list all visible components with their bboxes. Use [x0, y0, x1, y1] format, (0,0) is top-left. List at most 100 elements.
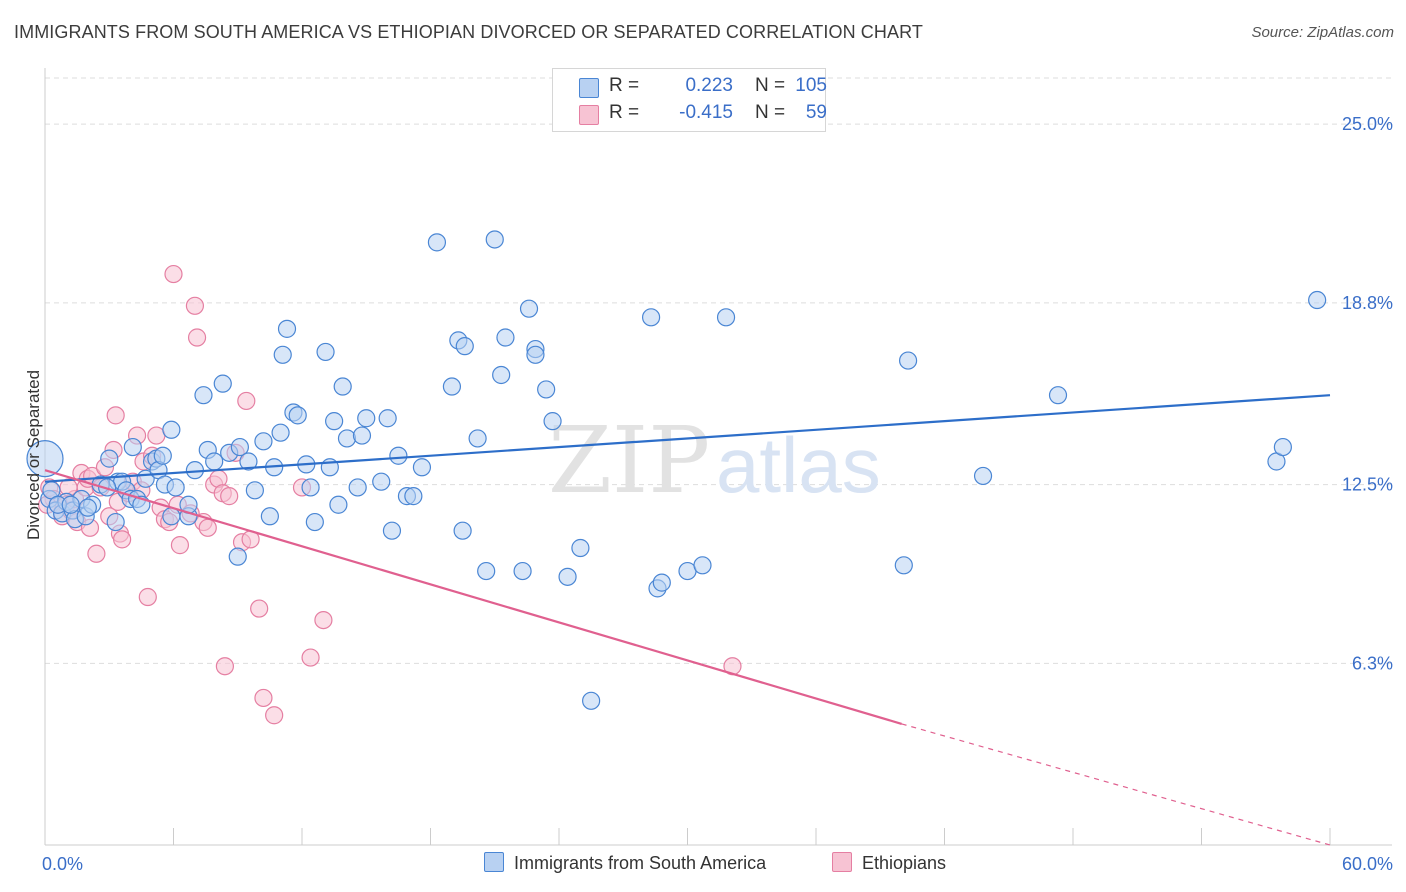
south-america-point: [271, 423, 290, 442]
south-america-point: [316, 342, 335, 362]
south-america-point: [537, 380, 556, 399]
ethiopians-point: [220, 487, 239, 506]
south-america-points: [26, 230, 1327, 710]
bottom-legend-swatch-pink: [832, 852, 852, 872]
south-america-point: [894, 556, 913, 575]
south-america-point: [254, 432, 273, 451]
ethiopians-point: [198, 518, 217, 537]
south-america-point: [352, 426, 372, 445]
south-america-point: [455, 337, 474, 356]
chart-title: IMMIGRANTS FROM SOUTH AMERICA VS ETHIOPI…: [14, 22, 923, 42]
south-america-point: [100, 449, 119, 468]
ethiopians-point: [170, 536, 190, 555]
ethiopians-point: [314, 610, 333, 630]
south-america-point: [973, 466, 993, 486]
south-america-point: [453, 521, 472, 540]
ethiopians-point: [112, 530, 132, 549]
south-america-point: [404, 487, 423, 506]
x-tick-label: 0.0%: [42, 854, 83, 874]
south-america-point: [273, 345, 292, 364]
south-america-point: [427, 233, 447, 252]
x-tick-label: 60.0%: [1342, 854, 1393, 874]
south-america-point: [213, 374, 232, 393]
south-america-point: [519, 299, 539, 318]
south-america-point: [123, 437, 142, 457]
ethiopians-point: [138, 587, 157, 607]
bottom-legend-label: Ethiopians: [862, 853, 947, 873]
ethiopians-point: [301, 648, 320, 667]
south-america-point: [162, 420, 181, 439]
south-america-point: [412, 458, 432, 477]
south-america-point: [61, 495, 80, 514]
legend-r-value: -0.415: [679, 102, 733, 123]
south-america-point: [260, 507, 279, 526]
watermark: ZIP atlas: [548, 407, 881, 514]
y-axis-label: Divorced or Separated: [24, 369, 43, 541]
south-america-point: [288, 406, 307, 425]
south-america-point: [305, 512, 324, 532]
south-america-point: [485, 230, 504, 249]
south-america-point: [372, 472, 391, 491]
south-america-point: [301, 478, 320, 497]
south-america-point: [558, 567, 577, 586]
correlation-legend: R = 0.223 N = 105 R = -0.415 N = 59: [552, 68, 827, 132]
south-america-point: [325, 412, 344, 431]
bottom-legend-south-america: Immigrants from South America: [484, 852, 766, 876]
south-america-point: [389, 446, 408, 465]
south-america-point: [378, 409, 397, 428]
grid-lines: [45, 77, 1392, 664]
south-america-point: [26, 440, 64, 478]
south-america-point: [477, 561, 496, 581]
legend-n-value: 105: [795, 75, 827, 96]
south-america-point: [230, 437, 249, 457]
south-america-point: [1048, 386, 1068, 405]
bottom-legend-ethiopians: Ethiopians: [832, 852, 946, 876]
ethiopians-trend-line: [44, 469, 902, 725]
ethiopians-point: [187, 328, 207, 347]
source-label: Source: ZipAtlas.com: [1251, 24, 1394, 41]
south-america-point: [526, 345, 545, 364]
south-america-point: [543, 412, 562, 431]
south-america-point: [337, 429, 357, 448]
bottom-legend-label: Immigrants from South America: [514, 853, 767, 873]
ethiopians-point: [87, 544, 106, 563]
ethiopians-point: [250, 599, 269, 618]
legend-n-value: 59: [805, 102, 827, 123]
south-america-point: [1273, 437, 1292, 457]
south-america-point: [513, 561, 532, 581]
legend-n-label: N =: [755, 102, 786, 123]
south-america-point: [496, 328, 515, 347]
ethiopians-point: [185, 296, 205, 315]
watermark-zip: ZIP: [548, 407, 710, 514]
ethiopians-point: [254, 688, 273, 708]
south-america-point: [106, 512, 125, 532]
south-america-point: [329, 495, 348, 514]
south-america-point: [333, 377, 352, 396]
south-america-point: [693, 556, 712, 575]
ethiopians-point: [215, 657, 234, 676]
south-america-point: [205, 452, 224, 471]
south-america-point: [239, 452, 258, 471]
trend-lines: [44, 394, 1331, 846]
legend-r-label: R =: [609, 102, 640, 123]
south-america-point: [716, 308, 736, 327]
south-america-point: [78, 498, 97, 517]
south-america-point: [468, 429, 487, 448]
south-america-point: [571, 538, 590, 558]
south-america-point: [357, 409, 376, 428]
ethiopians-point: [106, 406, 125, 425]
y-tick-label: 6.3%: [1352, 653, 1393, 673]
south-america-point: [194, 386, 213, 405]
legend-n-label: N =: [755, 75, 786, 96]
south-america-point: [652, 573, 671, 592]
legend-swatch-blue: [579, 78, 599, 98]
y-tick-label: 18.8%: [1342, 293, 1393, 313]
south-america-point: [277, 319, 297, 338]
south-america-point: [582, 691, 601, 710]
south-america-point: [166, 478, 185, 497]
south-america-point: [228, 547, 247, 566]
y-tick-label: 12.5%: [1342, 475, 1393, 495]
ethiopians-point: [237, 391, 256, 411]
south-america-point: [348, 478, 367, 497]
